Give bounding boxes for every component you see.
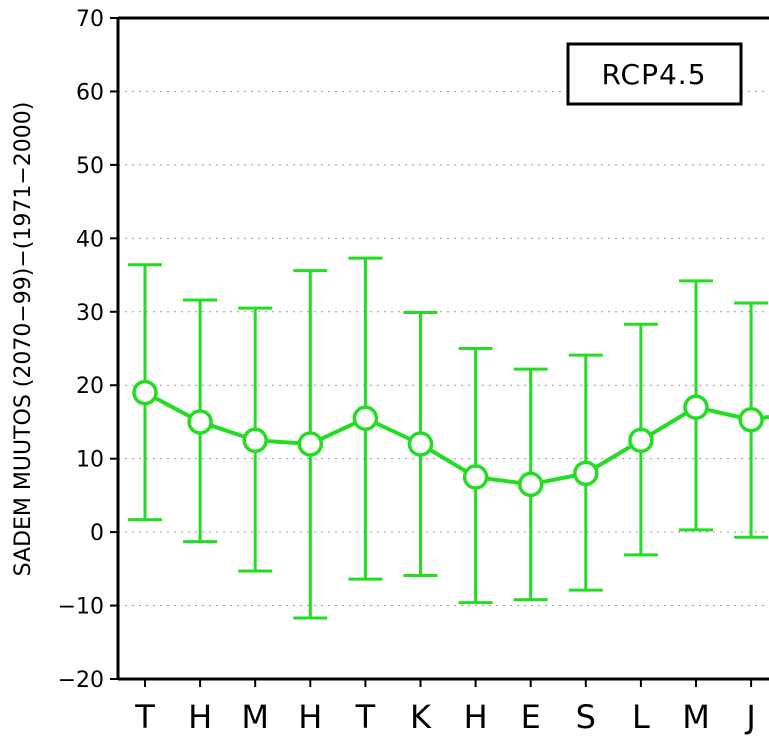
- data-point: [297, 431, 324, 457]
- x-tick-label: M: [682, 698, 710, 736]
- y-tick-label: 20: [76, 374, 104, 399]
- y-tick-label: 40: [76, 227, 104, 252]
- data-point: [738, 406, 764, 433]
- x-tick-label: J: [744, 698, 755, 736]
- data-point: [352, 405, 379, 432]
- data-point: [242, 427, 268, 454]
- x-tick-label: S: [576, 698, 596, 736]
- y-tick-label: −20: [58, 668, 104, 693]
- x-tick-label: K: [410, 698, 432, 736]
- data-point: [628, 427, 654, 454]
- grid: [118, 90, 769, 607]
- y-axis-label: SADEM MUUTOS (2070−99)−(1971−2000): [11, 102, 36, 577]
- x-tick-label: T: [355, 698, 376, 736]
- y-tick-label: 0: [90, 521, 104, 546]
- x-tick-label: T: [134, 698, 155, 736]
- x-tick-label: H: [188, 698, 212, 736]
- axes: [116, 16, 769, 681]
- y-tick-label: 70: [76, 7, 104, 32]
- data-point: [517, 471, 544, 498]
- y-tick-label: 60: [76, 80, 104, 105]
- y-tick-label: 30: [76, 301, 104, 326]
- data-point: [407, 431, 434, 457]
- x-tick-label: E: [521, 698, 541, 736]
- y-axis-ticks: −20 −10 0 10 20 30 40 50 60 70: [58, 7, 118, 693]
- data-point: [187, 409, 213, 435]
- data-point: [462, 464, 489, 490]
- data-point: [573, 460, 599, 487]
- series-precip-change: [128, 256, 769, 620]
- x-tick-label: L: [632, 698, 650, 736]
- y-tick-label: −10: [58, 595, 104, 620]
- y-tick-label: 50: [76, 154, 104, 179]
- x-tick-label: H: [464, 698, 488, 736]
- series-line: [144, 390, 769, 487]
- legend-box: RCP4.5: [566, 42, 743, 106]
- data-point: [683, 394, 709, 421]
- data-point: [132, 379, 158, 406]
- x-tick-label: M: [241, 698, 269, 736]
- legend-text: RCP4.5: [601, 58, 706, 91]
- y-tick-label: 10: [76, 448, 104, 473]
- x-tick-label: H: [298, 698, 322, 736]
